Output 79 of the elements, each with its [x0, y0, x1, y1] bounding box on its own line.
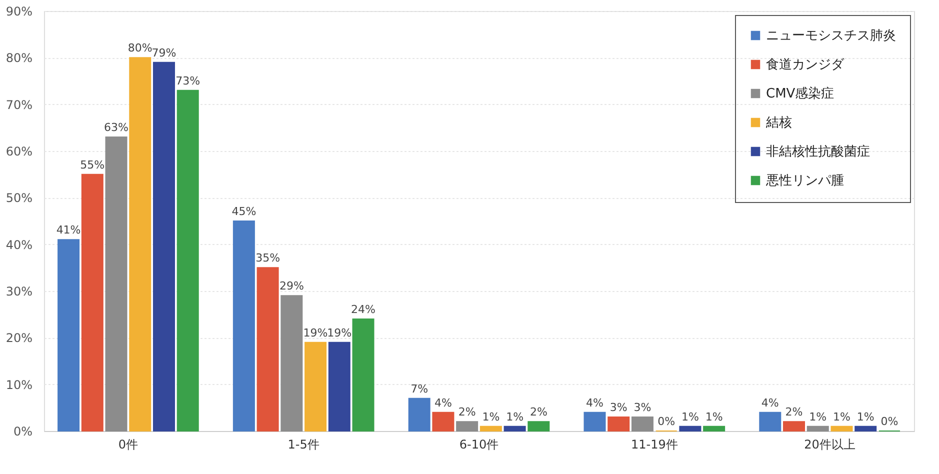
data-label: 45% [232, 205, 256, 218]
bar [759, 412, 782, 432]
data-label: 19% [327, 326, 352, 340]
data-label: 3% [610, 401, 628, 414]
legend-label: 結核 [765, 116, 792, 130]
data-label: 63% [104, 121, 128, 134]
y-tick-label: 50% [6, 191, 32, 206]
data-label: 1% [705, 410, 723, 424]
bar [81, 174, 104, 432]
bar [854, 426, 877, 432]
bar [280, 295, 303, 432]
bar [328, 342, 350, 432]
bar [456, 421, 478, 432]
y-tick-label: 60% [6, 144, 32, 158]
bar [703, 426, 726, 432]
x-tick-label: 11-19件 [630, 438, 678, 452]
bar [304, 342, 327, 432]
bar [232, 220, 255, 432]
bar [830, 426, 853, 432]
legend-label: ニューモシスチス肺炎 [766, 28, 896, 44]
legend-label: 非結核性抗酸菌症 [766, 144, 870, 160]
data-label: 2% [530, 406, 548, 419]
data-label: 1% [506, 410, 524, 424]
y-tick-label: 10% [6, 378, 32, 392]
data-label: 1% [681, 410, 699, 424]
bar [176, 90, 199, 432]
bar [152, 62, 175, 432]
data-label: 4% [434, 396, 452, 410]
y-tick-label: 0% [13, 424, 32, 438]
y-tick-label: 40% [6, 238, 32, 252]
bar [783, 421, 806, 432]
data-label: 0% [880, 415, 898, 428]
bar [432, 412, 454, 432]
data-label: 35% [256, 252, 280, 265]
bar [105, 136, 128, 432]
x-tick-label: 0件 [118, 438, 138, 452]
data-label: 1% [856, 410, 874, 424]
data-label: 2% [458, 406, 476, 419]
bar [58, 239, 80, 432]
bar [631, 416, 654, 432]
bar [584, 412, 606, 432]
data-label: 0% [658, 415, 676, 428]
data-label: 1% [482, 410, 500, 424]
bar [504, 426, 526, 432]
bar [806, 426, 829, 432]
x-tick-label: 20件以上 [804, 438, 856, 452]
y-tick-label: 30% [6, 284, 32, 298]
bar [480, 426, 502, 432]
y-tick-label: 80% [6, 51, 32, 66]
data-label: 73% [176, 74, 200, 88]
y-tick-label: 90% [6, 4, 32, 18]
bar [528, 421, 550, 432]
bar [129, 57, 152, 432]
y-tick-label: 20% [6, 331, 32, 346]
legend-label: CMV感染症 [766, 86, 834, 102]
data-label: 4% [586, 396, 604, 410]
data-label: 4% [761, 396, 779, 410]
data-label: 7% [410, 382, 428, 396]
data-label: 1% [809, 410, 827, 424]
legend-label: 食道カンジダ [766, 58, 845, 72]
bar [679, 426, 702, 432]
data-label: 1% [833, 410, 850, 424]
data-label: 55% [80, 158, 105, 172]
x-tick-label: 1-5件 [288, 438, 320, 452]
data-label: 24% [351, 303, 376, 316]
bar [256, 267, 279, 432]
x-tick-label: 6-10件 [459, 438, 499, 452]
data-label: 2% [785, 406, 803, 419]
y-tick-label: 70% [6, 98, 32, 112]
data-label: 79% [152, 46, 176, 60]
data-label: 19% [303, 326, 328, 340]
data-label: 41% [56, 224, 81, 237]
data-label: 80% [128, 42, 152, 55]
legend-label: 悪性リンパ腫 [765, 174, 844, 188]
bar [608, 416, 630, 432]
data-label: 3% [634, 401, 652, 414]
bar [408, 398, 430, 432]
data-label: 29% [279, 280, 304, 293]
bar [352, 318, 374, 432]
